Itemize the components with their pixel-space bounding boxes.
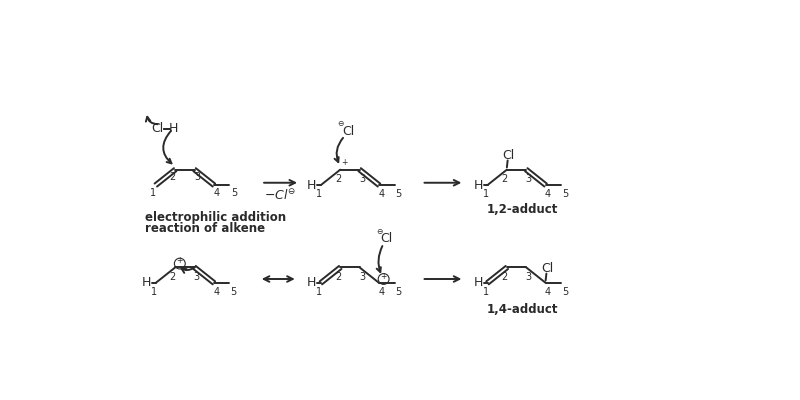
Text: 2: 2 xyxy=(169,172,175,182)
Text: H: H xyxy=(474,178,483,192)
Text: H: H xyxy=(474,276,483,289)
Text: 2: 2 xyxy=(170,272,176,282)
Text: 3: 3 xyxy=(526,174,532,184)
Text: 1: 1 xyxy=(483,189,489,199)
Text: H: H xyxy=(307,178,316,192)
Text: 3: 3 xyxy=(194,172,201,182)
Text: 4: 4 xyxy=(378,189,384,199)
Text: H: H xyxy=(307,276,316,289)
Text: Cl: Cl xyxy=(502,149,514,162)
Text: $^+$: $^+$ xyxy=(379,272,388,282)
Text: electrophilic addition: electrophilic addition xyxy=(145,211,286,224)
Text: 1: 1 xyxy=(151,287,158,297)
Text: 2: 2 xyxy=(335,174,341,184)
Text: 2: 2 xyxy=(502,174,508,184)
Text: 5: 5 xyxy=(395,287,402,297)
Text: 3: 3 xyxy=(359,272,365,282)
Text: 5: 5 xyxy=(231,188,238,198)
Text: 1: 1 xyxy=(483,287,489,297)
Text: $^\ominus$: $^\ominus$ xyxy=(336,120,346,130)
Text: $^\ominus$: $^\ominus$ xyxy=(375,228,385,238)
Text: 5: 5 xyxy=(562,287,568,297)
Text: H: H xyxy=(169,122,178,135)
Text: 3: 3 xyxy=(194,272,200,282)
Text: $^+$: $^+$ xyxy=(340,158,350,168)
Text: 5: 5 xyxy=(230,287,237,297)
Text: 1: 1 xyxy=(316,287,322,297)
Text: 5: 5 xyxy=(395,189,402,199)
Text: Cl: Cl xyxy=(151,122,163,135)
Text: 3: 3 xyxy=(359,174,365,184)
Text: 1: 1 xyxy=(150,188,156,198)
Text: 5: 5 xyxy=(562,189,568,199)
Text: 1: 1 xyxy=(316,189,322,199)
Text: 4: 4 xyxy=(545,287,551,297)
Text: 2: 2 xyxy=(335,272,341,282)
Text: reaction of alkene: reaction of alkene xyxy=(145,222,265,235)
Text: H: H xyxy=(142,276,151,289)
Text: 4: 4 xyxy=(214,188,220,198)
Text: 3: 3 xyxy=(526,272,532,282)
Text: 4: 4 xyxy=(213,287,219,297)
Text: Cl: Cl xyxy=(381,232,393,246)
Text: 1,2-adduct: 1,2-adduct xyxy=(486,203,558,216)
Text: $^+$: $^+$ xyxy=(175,256,185,266)
Text: 4: 4 xyxy=(378,287,384,297)
Text: 4: 4 xyxy=(545,189,551,199)
Text: 1,4-adduct: 1,4-adduct xyxy=(486,303,558,316)
Text: 2: 2 xyxy=(502,272,508,282)
Text: Cl: Cl xyxy=(342,125,354,138)
Text: Cl: Cl xyxy=(541,262,554,276)
Text: $-Cl^{\ominus}$: $-Cl^{\ominus}$ xyxy=(265,188,297,202)
